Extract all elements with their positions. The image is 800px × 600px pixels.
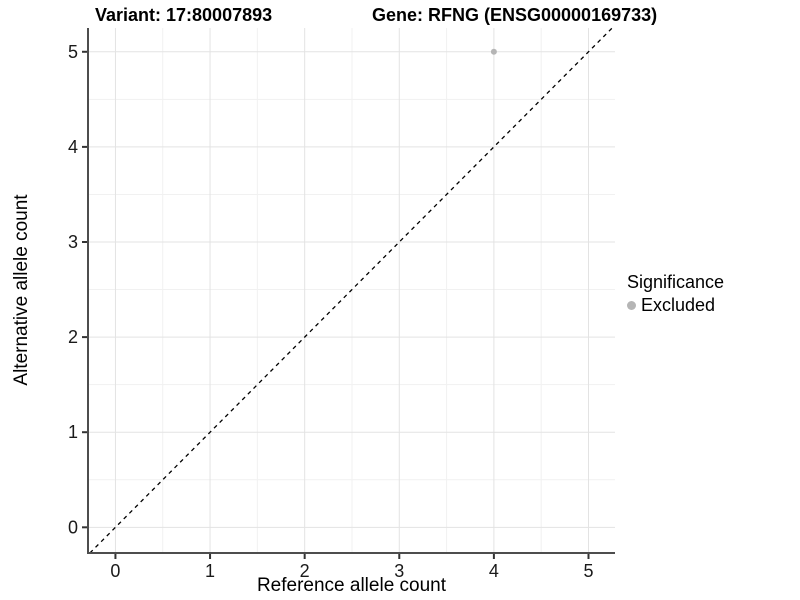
x-tick-label: 4	[489, 561, 499, 581]
y-tick-label: 4	[68, 137, 78, 157]
y-tick-label: 0	[68, 517, 78, 537]
y-tick-label: 5	[68, 42, 78, 62]
legend-item-label: Excluded	[641, 295, 716, 315]
y-tick-label: 2	[68, 327, 78, 347]
y-tick-label: 3	[68, 232, 78, 252]
x-tick-label: 0	[110, 561, 120, 581]
y-tick-label: 1	[68, 422, 78, 442]
data-point	[490, 48, 497, 55]
plot-title-gene: Gene: RFNG (ENSG00000169733)	[372, 5, 658, 25]
x-tick-label: 2	[300, 561, 310, 581]
legend-point-icon	[627, 300, 636, 310]
y-axis-label: Alternative allele count	[11, 194, 32, 386]
plot-title-variant: Variant: 17:80007893	[95, 5, 273, 25]
legend-title: Significance	[627, 272, 725, 292]
legend-item-excluded: Excluded	[627, 294, 724, 316]
identity-dashed-line	[89, 27, 613, 554]
x-tick-label: 3	[394, 561, 404, 581]
x-tick-label: 1	[205, 561, 215, 581]
x-tick-label: 5	[584, 561, 594, 581]
legend: Significance Excluded	[627, 271, 724, 316]
x-axis-label: Reference allele count	[256, 575, 447, 596]
